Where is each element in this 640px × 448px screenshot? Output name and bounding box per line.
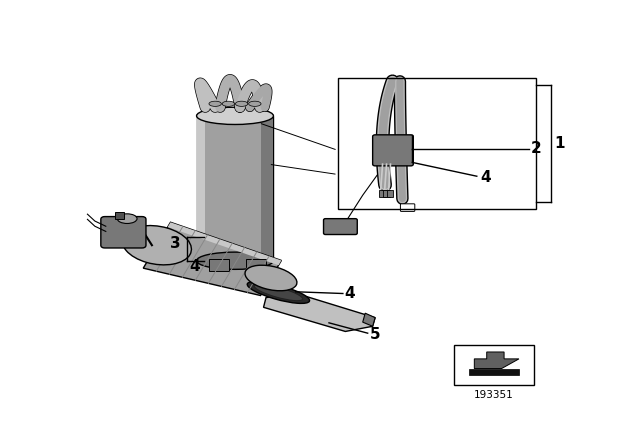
Polygon shape bbox=[261, 116, 273, 261]
Bar bbox=[469, 369, 519, 375]
Ellipse shape bbox=[196, 252, 273, 269]
Polygon shape bbox=[264, 293, 375, 332]
Text: 3: 3 bbox=[170, 236, 180, 251]
Polygon shape bbox=[168, 222, 282, 265]
Polygon shape bbox=[363, 313, 375, 326]
Bar bbox=[383, 190, 390, 197]
Bar bbox=[379, 190, 385, 197]
Bar bbox=[338, 78, 536, 209]
Ellipse shape bbox=[245, 265, 297, 291]
Bar bbox=[209, 259, 229, 271]
Polygon shape bbox=[474, 352, 519, 369]
Ellipse shape bbox=[117, 214, 137, 224]
Text: 193351: 193351 bbox=[474, 390, 514, 400]
Ellipse shape bbox=[247, 281, 310, 303]
Text: 4: 4 bbox=[189, 259, 200, 274]
Polygon shape bbox=[196, 116, 205, 261]
Bar bbox=[196, 116, 273, 261]
Ellipse shape bbox=[209, 101, 221, 106]
Ellipse shape bbox=[122, 225, 191, 265]
FancyBboxPatch shape bbox=[401, 204, 415, 211]
Ellipse shape bbox=[254, 284, 303, 301]
Ellipse shape bbox=[236, 101, 248, 106]
FancyBboxPatch shape bbox=[324, 219, 357, 234]
FancyBboxPatch shape bbox=[372, 135, 413, 166]
Bar bbox=[454, 345, 534, 385]
Ellipse shape bbox=[249, 101, 261, 106]
Text: 4: 4 bbox=[344, 286, 355, 301]
Text: 1: 1 bbox=[554, 136, 564, 151]
FancyBboxPatch shape bbox=[101, 216, 146, 248]
Bar bbox=[246, 259, 266, 271]
Ellipse shape bbox=[196, 107, 273, 125]
Text: 5: 5 bbox=[371, 327, 381, 342]
Bar bbox=[387, 190, 394, 197]
Bar bbox=[115, 212, 124, 220]
Text: 4: 4 bbox=[481, 170, 491, 185]
Polygon shape bbox=[143, 222, 282, 296]
Ellipse shape bbox=[222, 101, 235, 106]
Text: 2: 2 bbox=[531, 141, 541, 156]
